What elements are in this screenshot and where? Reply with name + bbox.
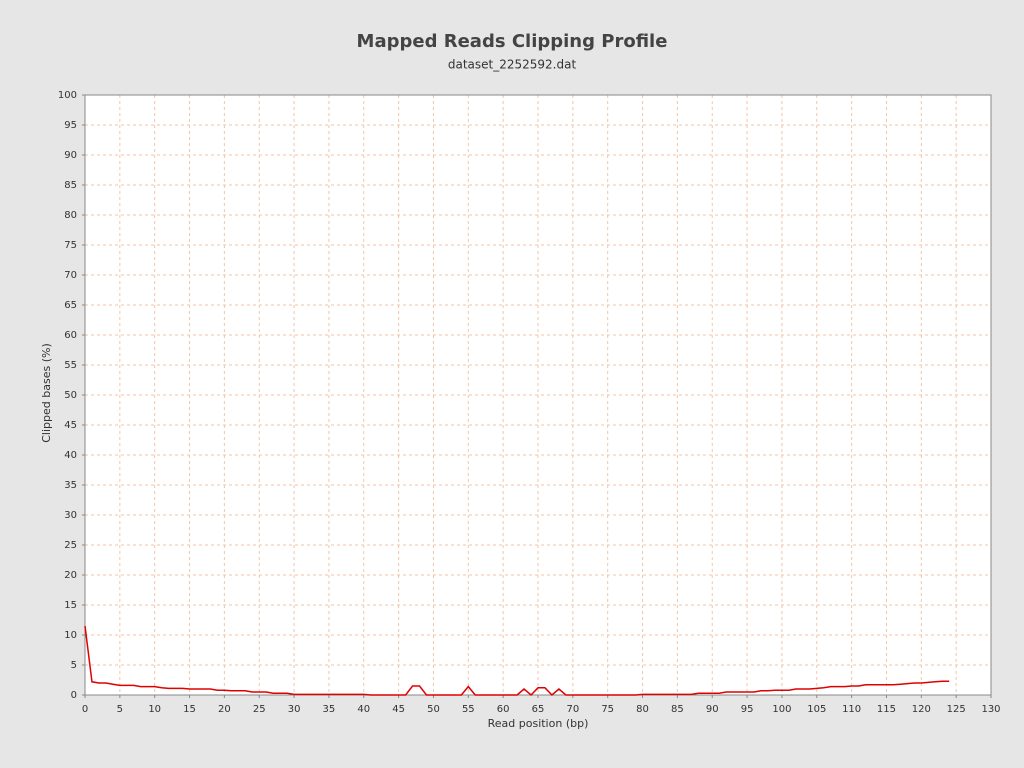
y-tick-label: 25 <box>64 540 77 551</box>
y-tick-label: 10 <box>64 630 77 641</box>
x-tick-label: 25 <box>253 704 266 715</box>
y-tick-label: 20 <box>64 570 77 581</box>
x-tick-label: 15 <box>183 704 196 715</box>
y-tick-label: 40 <box>64 450 77 461</box>
x-tick-label: 115 <box>877 704 896 715</box>
x-tick-label: 60 <box>497 704 510 715</box>
y-tick-label: 85 <box>64 180 77 191</box>
x-tick-label: 40 <box>357 704 370 715</box>
x-tick-label: 55 <box>462 704 475 715</box>
x-tick-label: 80 <box>636 704 649 715</box>
x-tick-label: 75 <box>601 704 614 715</box>
x-tick-label: 85 <box>671 704 684 715</box>
chart-title: Mapped Reads Clipping Profile <box>357 31 668 52</box>
y-tick-label: 50 <box>64 390 77 401</box>
x-tick-label: 70 <box>566 704 579 715</box>
y-tick-label: 0 <box>71 690 77 701</box>
y-tick-label: 5 <box>71 660 77 671</box>
x-tick-label: 110 <box>842 704 861 715</box>
y-tick-label: 55 <box>64 360 77 371</box>
x-tick-label: 5 <box>117 704 123 715</box>
x-tick-label: 0 <box>82 704 88 715</box>
x-tick-label: 120 <box>912 704 931 715</box>
x-tick-label: 90 <box>706 704 719 715</box>
plot-border <box>84 94 992 696</box>
y-tick-label: 30 <box>64 510 77 521</box>
y-tick-label: 70 <box>64 270 77 281</box>
y-tick-label: 65 <box>64 300 77 311</box>
x-tick-label: 95 <box>741 704 754 715</box>
y-tick-label: 95 <box>64 120 77 131</box>
x-tick-label: 10 <box>148 704 161 715</box>
x-tick-label: 130 <box>981 704 1000 715</box>
x-tick-label: 100 <box>772 704 791 715</box>
y-axis-label: Clipped bases (%) <box>40 343 53 443</box>
x-tick-label: 125 <box>947 704 966 715</box>
y-tick-label: 90 <box>64 150 77 161</box>
y-tick-label: 75 <box>64 240 77 251</box>
x-tick-label: 50 <box>427 704 440 715</box>
y-tick-label: 35 <box>64 480 77 491</box>
y-tick-label: 15 <box>64 600 77 611</box>
x-axis-label: Read position (bp) <box>488 717 589 730</box>
x-tick-label: 65 <box>532 704 545 715</box>
y-tick-label: 45 <box>64 420 77 431</box>
x-tick-label: 20 <box>218 704 231 715</box>
chart-subtitle: dataset_2252592.dat <box>448 58 577 72</box>
data-line <box>84 625 950 697</box>
x-tick-label: 30 <box>288 704 301 715</box>
y-tick-label: 80 <box>64 210 77 221</box>
x-tick-label: 35 <box>323 704 336 715</box>
y-tick-label: 100 <box>58 90 77 101</box>
x-tick-label: 105 <box>807 704 826 715</box>
x-tick-label: 45 <box>392 704 405 715</box>
y-tick-label: 60 <box>64 330 77 341</box>
